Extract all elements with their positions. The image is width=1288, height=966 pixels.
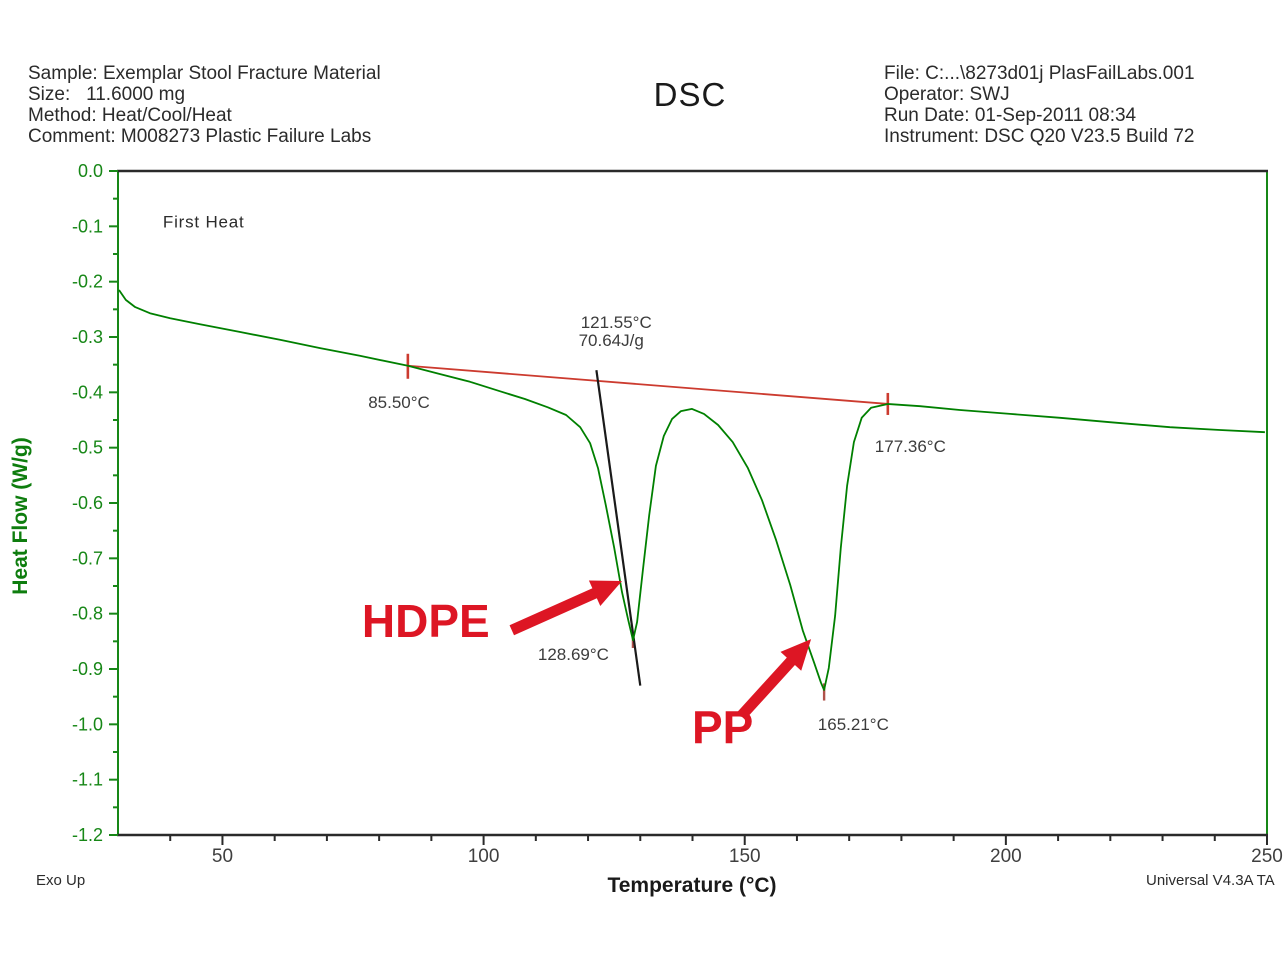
first-heat-label: First Heat — [163, 212, 245, 231]
hdpe-arrow-shaft — [509, 583, 607, 636]
y-tick-label: -0.6 — [72, 493, 103, 513]
page-title: DSC — [653, 76, 727, 113]
onset-temp-label: 121.55°C — [581, 313, 652, 332]
file-line: File: C:...\8273d01j PlasFailLabs.001 — [884, 63, 1195, 84]
file-info-block: File: C:...\8273d01j PlasFailLabs.001 Op… — [884, 63, 1195, 147]
exo-up-label: Exo Up — [36, 872, 86, 889]
pp-arrow-shaft — [737, 649, 803, 720]
y-tick-label: -0.5 — [72, 438, 103, 458]
sample-line: Sample: Exemplar Stool Fracture Material — [28, 63, 381, 84]
dsc-curve — [118, 289, 1265, 691]
x-tick-label: 250 — [1251, 846, 1283, 867]
x-tick-label: 200 — [990, 846, 1022, 867]
y-tick-label: -0.1 — [72, 216, 103, 236]
x-tick-label: 150 — [729, 846, 761, 867]
method-line: Method: Heat/Cool/Heat — [28, 105, 232, 126]
run-date-line: Run Date: 01-Sep-2011 08:34 — [884, 105, 1137, 126]
pp-material-label: PP — [692, 701, 753, 753]
size-line: Size: 11.6000 mg — [28, 84, 186, 105]
pp-peak-label: 165.21°C — [818, 715, 889, 734]
y-tick-label: -0.3 — [72, 327, 103, 347]
y-tick-label: -0.2 — [72, 272, 103, 292]
y-tick-label: -1.0 — [72, 714, 103, 734]
x-tick-label: 100 — [468, 846, 500, 867]
baseline-end-label: 177.36°C — [875, 437, 946, 456]
hdpe-arrow-head — [588, 580, 622, 606]
y-tick-label: 0.0 — [78, 161, 103, 181]
hdpe-material-label: HDPE — [362, 595, 490, 647]
instrument-line: Instrument: DSC Q20 V23.5 Build 72 — [884, 126, 1195, 147]
baseline-start-label: 85.50°C — [368, 393, 430, 412]
onset-tangent-line — [595, 370, 642, 686]
integration-baseline — [407, 364, 888, 405]
y-tick-label: -0.9 — [72, 659, 103, 679]
universal-version-label: Universal V4.3A TA — [1146, 872, 1275, 889]
y-axis-title: Heat Flow (W/g) — [9, 437, 32, 595]
y-tick-label: -0.4 — [72, 382, 103, 402]
y-tick-label: -1.2 — [72, 825, 103, 845]
onset-enthalpy-label: 70.64J/g — [579, 331, 644, 350]
sample-info-block: Sample: Exemplar Stool Fracture Material… — [28, 63, 381, 147]
x-tick-label: 50 — [212, 846, 233, 867]
y-tick-label: -0.8 — [72, 604, 103, 624]
comment-line: Comment: M008273 Plastic Failure Labs — [28, 126, 372, 147]
hdpe-peak-label: 128.69°C — [538, 645, 609, 664]
y-tick-label: -0.7 — [72, 548, 103, 568]
pp-arrow-head — [780, 639, 812, 671]
x-axis-title: Temperature (°C) — [607, 874, 777, 897]
y-tick-label: -1.1 — [72, 770, 103, 790]
operator-line: Operator: SWJ — [884, 84, 1010, 105]
